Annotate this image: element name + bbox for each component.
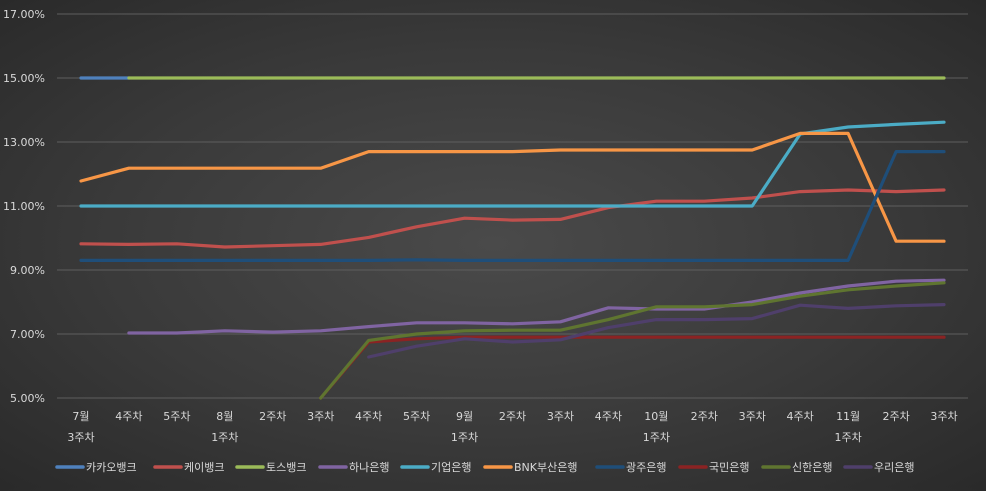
legend-label: BNK부산은행 [514, 461, 577, 474]
y-tick-label: 13.00% [3, 136, 45, 149]
legend-label: 우리은행 [874, 461, 914, 474]
series-line [79, 131, 946, 243]
legend-label: 국민은행 [709, 461, 749, 474]
x-tick-label: 4주차 [355, 410, 382, 423]
series-lines [79, 76, 946, 400]
x-tick-label: 4주차 [787, 410, 814, 423]
series-line [319, 281, 946, 400]
legend: 카카오뱅크 케이뱅크 토스뱅크 하나은행 기업은행 BNK부산은행 광주은행 국민은행 신한은행… [55, 460, 914, 474]
x-tick-label: 2주차 [499, 410, 526, 423]
x-tick-label: 9월 [456, 410, 473, 423]
series-line [79, 150, 946, 262]
legend-label: 기업은행 [431, 461, 471, 474]
legend-label: 광주은행 [626, 461, 666, 474]
y-tick-label: 5.00% [10, 392, 45, 405]
x-tick-label: 8월 [216, 410, 233, 423]
x-tick-label: 1주차 [643, 431, 670, 444]
x-tick-label: 7월 [72, 410, 89, 423]
legend-label: 신한은행 [792, 461, 832, 474]
legend-label: 카카오뱅크 [86, 461, 137, 474]
x-tick-label: 1주차 [211, 431, 238, 444]
x-tick-label: 4주차 [115, 410, 142, 423]
x-tick-label: 4주차 [595, 410, 622, 423]
x-tick-label: 3주차 [930, 410, 957, 423]
x-tick-label: 1주차 [451, 431, 478, 444]
x-tick-label: 3주차 [547, 410, 574, 423]
legend-label: 하나은행 [349, 460, 389, 474]
x-axis-ticks: 7월 3주차 4주차 5주차 8월 1주차 2주차 3주차 4주차 5주차 9월 1주차 2주차 3주차 4… [67, 410, 957, 444]
x-tick-label: 1주차 [835, 431, 862, 444]
x-tick-label: 3주차 [67, 431, 94, 444]
x-tick-label: 5주차 [163, 410, 190, 423]
y-tick-label: 7.00% [10, 328, 45, 341]
y-axis-ticks: 5.00% 7.00% 9.00% 11.00% 13.00% 15.00% 17.00% [3, 8, 45, 405]
series-line [319, 335, 946, 400]
series-line [127, 278, 946, 335]
legend-label: 케이뱅크 [184, 461, 224, 474]
y-tick-label: 17.00% [3, 8, 45, 21]
legend-label: 토스뱅크 [266, 461, 306, 474]
x-tick-label: 3주차 [739, 410, 766, 423]
x-tick-label: 3주차 [307, 410, 334, 423]
x-tick-label: 2주차 [882, 410, 909, 423]
x-tick-label: 2주차 [259, 410, 286, 423]
series-line [367, 303, 946, 359]
y-tick-label: 9.00% [10, 264, 45, 277]
x-tick-label: 10월 [644, 410, 668, 423]
y-tick-label: 11.00% [3, 200, 45, 213]
series-line [79, 188, 946, 249]
x-tick-label: 11월 [836, 410, 860, 423]
y-tick-label: 15.00% [3, 72, 45, 85]
x-tick-label: 5주차 [403, 410, 430, 423]
x-tick-label: 2주차 [691, 410, 718, 423]
